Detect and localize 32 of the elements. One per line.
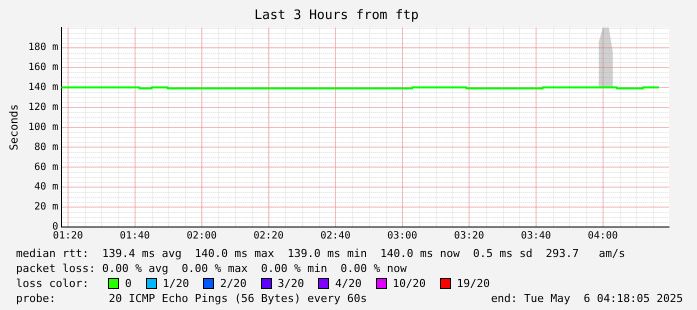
chart-title: Last 3 Hours from ftp (254, 8, 419, 24)
y-axis-title: Seconds (7, 104, 20, 150)
text: 3/20 (278, 276, 304, 291)
text: end: Tue May 6 04:18:05 2025 (490, 291, 683, 306)
text: 4/20 (335, 276, 362, 291)
text: loss color: (16, 276, 90, 291)
y-tick-label: 40 m (34, 182, 58, 193)
text: 1/20 (162, 276, 190, 291)
x-tick-label: 02:40 (320, 230, 350, 242)
y-tick-label: 60 m (34, 162, 58, 173)
y-tick-label: 20 m (34, 202, 58, 213)
y-tick-label: 80 m (34, 142, 58, 153)
x-tick-label: 02:20 (253, 230, 284, 242)
x-tick-label: 03:00 (387, 230, 418, 242)
text: 10/20 (392, 276, 426, 291)
text: 2/20 (220, 276, 247, 291)
y-tick-label: 100 m (28, 122, 58, 133)
y-tick-label: 120 m (28, 102, 58, 113)
text: probe: 20 ICMP Echo Pings (56 Bytes) every 60s (16, 291, 367, 306)
x-tick-label: 03:20 (454, 230, 484, 242)
y-tick-label: 140 m (28, 82, 58, 94)
x-tick-label: 02:00 (186, 230, 217, 242)
x-tick-label: 04:00 (588, 230, 618, 242)
x-tick-label: 03:40 (520, 230, 552, 242)
y-tick-label: 160 m (28, 62, 58, 74)
text: 0 (125, 276, 132, 291)
text: 19/20 (456, 276, 490, 291)
x-tick-label: 01:40 (120, 230, 150, 242)
text: median rtt: 139.4 ms avg 140.0 ms max 139.0 ms min 140.0 ms now 0.5 ms sd 293.7 am/s (16, 246, 626, 261)
x-tick-label: 01:20 (52, 230, 84, 242)
text: packet loss: 0.00 % avg 0.00 % max 0.00 % min 0.00 % now (16, 261, 408, 276)
y-tick-label: 180 m (28, 42, 58, 54)
